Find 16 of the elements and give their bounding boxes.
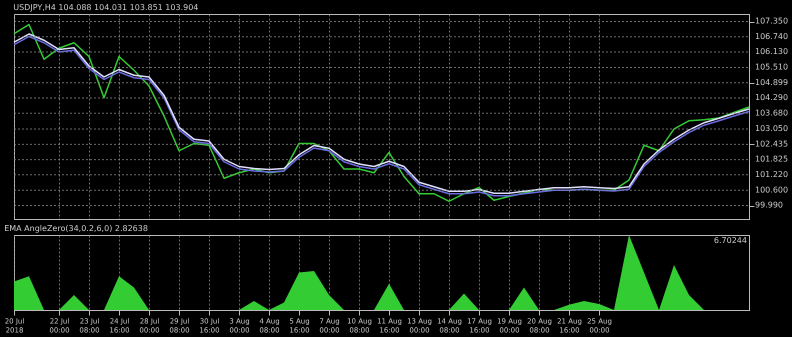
y-tick-label: 104.899 — [755, 78, 788, 87]
y-tick-label: 101.220 — [755, 170, 788, 179]
y-tick-label: 105.510 — [755, 62, 788, 72]
y-tick-label: 103.680 — [755, 108, 788, 118]
annotation: 6.70244 — [714, 236, 747, 245]
y-tick-label: 104.290 — [755, 93, 788, 102]
y-tick-label: 107.350 — [755, 16, 788, 26]
y-tick-label: 106.740 — [755, 32, 788, 41]
y-tick-label: 106.130 — [755, 47, 788, 56]
chart-title: USDJPY,H4 104.088 104.031 103.851 103.904 — [13, 3, 198, 12]
y-tick-label: 103.050 — [755, 124, 788, 133]
y-tick-label: 100.600 — [755, 185, 788, 194]
y-tick-label: 99.990 — [755, 200, 783, 210]
chart-title: EMA AngleZero(34,0.2,6,0) 2.82638 — [4, 224, 148, 233]
y-tick-label: 102.435 — [755, 139, 788, 148]
y-tick-label: 101.825 — [755, 154, 788, 164]
